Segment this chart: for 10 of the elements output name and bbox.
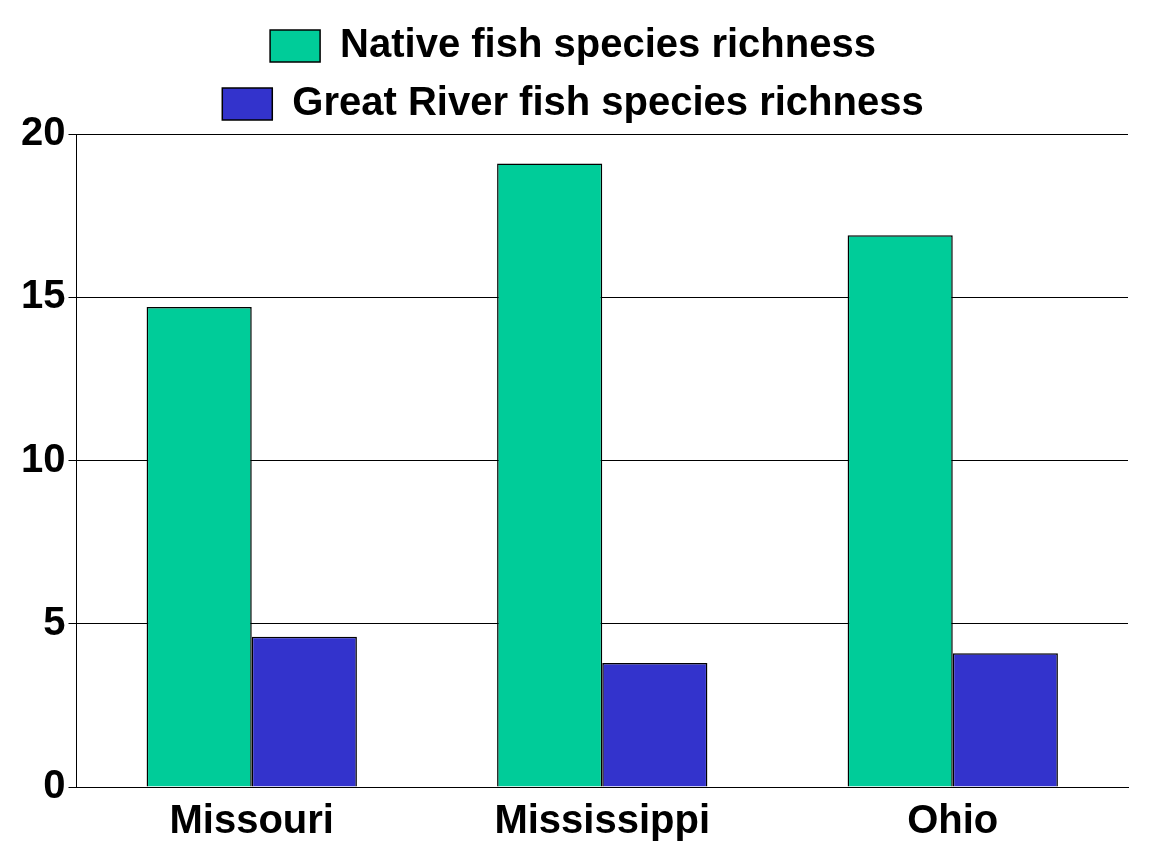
y-tick-label: 5 [43,598,66,643]
x-tick-label: Mississippi [494,797,711,842]
legend-label: Native fish species richness [340,21,876,66]
legend-label: Great River fish species richness [292,79,924,124]
y-tick-label: 10 [20,435,66,480]
x-tick-label: Missouri [169,797,334,842]
x-tick-label: Ohio [907,797,999,842]
y-tick-label: 0 [43,762,66,807]
y-tick-label: 20 [20,109,66,154]
y-tick-label: 15 [20,272,66,317]
